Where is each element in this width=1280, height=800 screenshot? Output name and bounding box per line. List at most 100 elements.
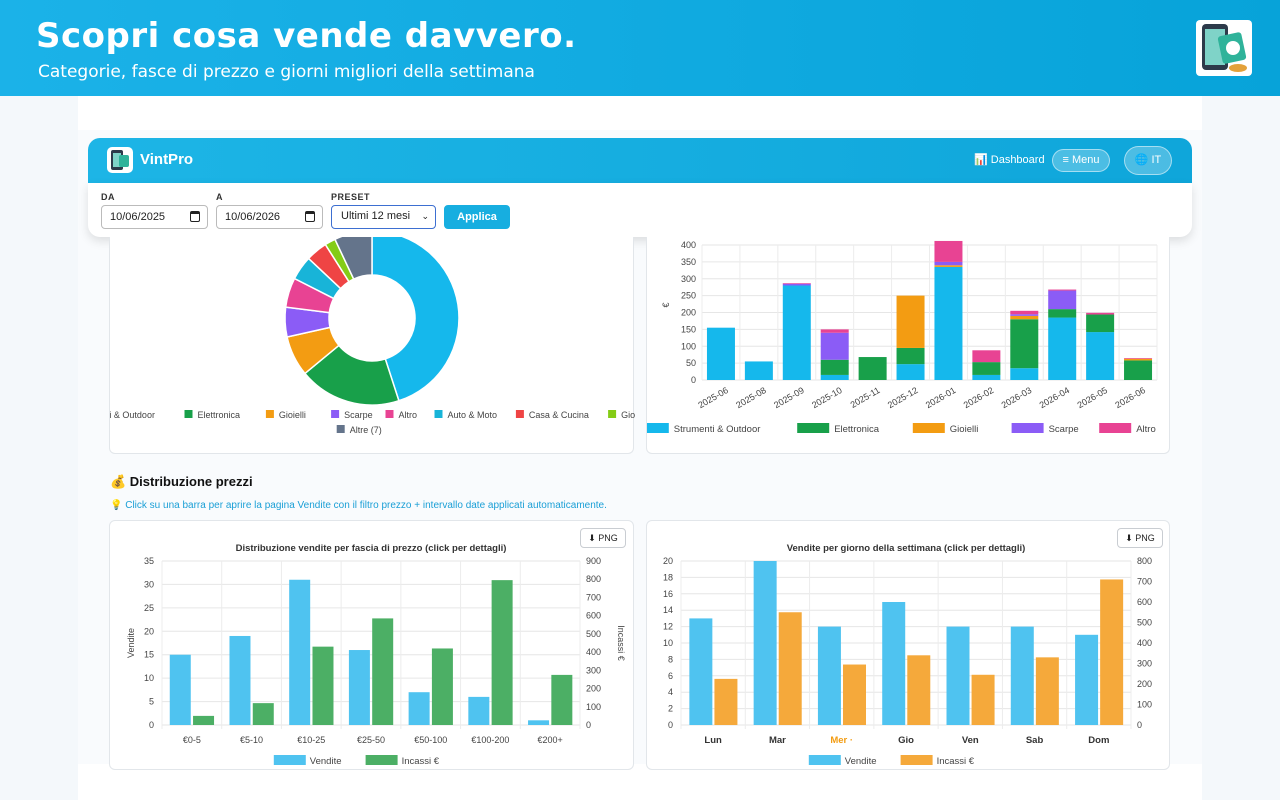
stacked-bar[interactable] — [1124, 358, 1153, 361]
y-tick-label: 20 — [144, 626, 154, 636]
language-button[interactable]: 🌐 IT — [1124, 146, 1172, 175]
bar-incassi[interactable] — [551, 674, 573, 725]
apply-button[interactable]: Applica — [444, 205, 510, 229]
x-tick-label: Lun — [704, 735, 722, 746]
bar-vendite[interactable] — [753, 561, 777, 725]
y-tick-label: 6 — [668, 671, 673, 681]
x-tick-label: 2026-05 — [1076, 385, 1110, 410]
stacked-bar[interactable] — [1086, 312, 1115, 315]
category-donut-chart[interactable]: Strumenti & Outdoor Elettronica Gioielli Sc… — [59, 230, 659, 454]
bar-vendite[interactable] — [289, 579, 311, 725]
bar-incassi[interactable] — [312, 646, 334, 725]
stacked-bar[interactable] — [782, 283, 811, 284]
stacked-bar[interactable] — [972, 362, 1001, 375]
stacked-bar[interactable] — [782, 285, 811, 381]
bar-vendite[interactable] — [689, 618, 713, 725]
stacked-bar[interactable] — [1048, 289, 1077, 291]
stacked-bar[interactable] — [972, 374, 1001, 380]
stacked-bar[interactable] — [1086, 314, 1115, 333]
monthly-category-card: 0 50 100 150 200 250 300 350 400 €2025-06 2025-08 2… — [636, 237, 1171, 454]
calendar-icon[interactable] — [190, 211, 200, 222]
preset-select[interactable]: Ultimi 12 mesi ⌄ — [331, 205, 436, 229]
brand-name[interactable]: VintPro — [140, 151, 194, 168]
x-tick-label: €50-100 — [414, 735, 447, 745]
bar-incassi[interactable] — [491, 580, 513, 725]
bar-vendite[interactable] — [1075, 634, 1099, 725]
stacked-bar[interactable] — [1048, 317, 1077, 380]
stacked-bar[interactable] — [1124, 360, 1153, 380]
from-date-input[interactable]: 10/06/2025 — [101, 205, 208, 229]
brand-logo-icon[interactable] — [107, 147, 133, 173]
date-filter-bar: DA 10/06/2025 A 10/06/2026 PRESET Ultimi… — [88, 183, 1192, 237]
y-tick-label: 14 — [663, 605, 673, 615]
bar-incassi[interactable] — [252, 703, 274, 725]
bar-incassi[interactable] — [1035, 657, 1059, 725]
legend-swatch — [515, 410, 524, 418]
download-png-button[interactable]: ⬇ PNG — [1117, 528, 1163, 548]
legend-label: Altro — [1136, 424, 1156, 435]
stacked-bar[interactable] — [820, 332, 849, 360]
bar-vendite[interactable] — [408, 692, 430, 725]
stacked-bar[interactable] — [896, 347, 925, 365]
stacked-bar[interactable] — [820, 329, 849, 333]
legend-label: Scarpe — [344, 410, 373, 420]
stacked-bar[interactable] — [820, 374, 849, 380]
bar-vendite[interactable] — [468, 696, 490, 725]
legend-label: Vendite — [310, 756, 342, 765]
stacked-bar[interactable] — [706, 327, 735, 380]
stacked-bar[interactable] — [934, 261, 963, 266]
stacked-bar[interactable] — [744, 361, 773, 380]
stacked-bar[interactable] — [1010, 314, 1039, 316]
legend-label: Giocattoli — [621, 410, 635, 420]
bar-vendite[interactable] — [528, 720, 550, 725]
stacked-bar[interactable] — [934, 240, 963, 262]
x-tick-label: €0-5 — [183, 735, 201, 745]
stacked-bar[interactable] — [782, 283, 811, 286]
to-date-input[interactable]: 10/06/2026 — [216, 205, 323, 229]
nav-dashboard-link[interactable]: 📊 Dashboard — [974, 154, 1045, 166]
bar-vendite[interactable] — [348, 650, 370, 725]
bar-incassi[interactable] — [907, 655, 931, 725]
stacked-bar[interactable] — [896, 364, 925, 380]
bar-incassi[interactable] — [372, 618, 394, 725]
download-png-button[interactable]: ⬇ PNG — [580, 528, 626, 548]
stacked-bar[interactable] — [1010, 368, 1039, 380]
bar-incassi[interactable] — [843, 664, 866, 725]
stacked-bar[interactable] — [934, 265, 963, 267]
bar-incassi[interactable] — [714, 678, 738, 725]
stacked-bar[interactable] — [972, 350, 1001, 363]
y-tick-label: 15 — [144, 650, 154, 660]
stacked-bar[interactable] — [934, 266, 963, 380]
x-tick-label: Sab — [1026, 735, 1044, 746]
bar-incassi[interactable] — [778, 612, 802, 725]
stacked-bar[interactable] — [1010, 310, 1039, 315]
bar-incassi[interactable] — [193, 715, 215, 725]
x-tick-label: €200+ — [538, 735, 563, 745]
bar-vendite[interactable] — [946, 626, 970, 725]
weekday-sales-chart[interactable]: Vendite per giorno della settimana (clic… — [647, 521, 1171, 767]
stacked-bar[interactable] — [820, 359, 849, 375]
bar-vendite[interactable] — [882, 602, 906, 725]
stacked-bar[interactable] — [1048, 290, 1077, 310]
x-tick-label: 2026-02 — [962, 385, 996, 410]
stacked-bar[interactable] — [1010, 319, 1039, 369]
stacked-bar[interactable] — [1048, 309, 1077, 318]
stacked-bar[interactable] — [1086, 332, 1115, 380]
bar-vendite[interactable] — [817, 626, 841, 725]
bar-vendite[interactable] — [169, 654, 191, 725]
stacked-bar[interactable] — [858, 357, 887, 380]
bar-incassi[interactable] — [971, 674, 995, 725]
menu-button[interactable]: ≡ Menu — [1052, 149, 1110, 172]
donut-slice[interactable] — [371, 230, 460, 402]
bar-vendite[interactable] — [229, 635, 251, 725]
bar-incassi[interactable] — [431, 648, 453, 725]
stacked-bar[interactable] — [896, 295, 925, 348]
bar-incassi[interactable] — [1100, 579, 1124, 725]
stacked-bar[interactable] — [1010, 315, 1039, 320]
stacked-bar[interactable] — [1124, 358, 1153, 359]
bar-vendite[interactable] — [1010, 626, 1034, 725]
calendar-icon[interactable] — [305, 211, 315, 222]
y-right-tick-label: 300 — [1137, 659, 1152, 669]
price-distribution-chart[interactable]: Distribuzione vendite per fascia di prez… — [110, 521, 635, 767]
